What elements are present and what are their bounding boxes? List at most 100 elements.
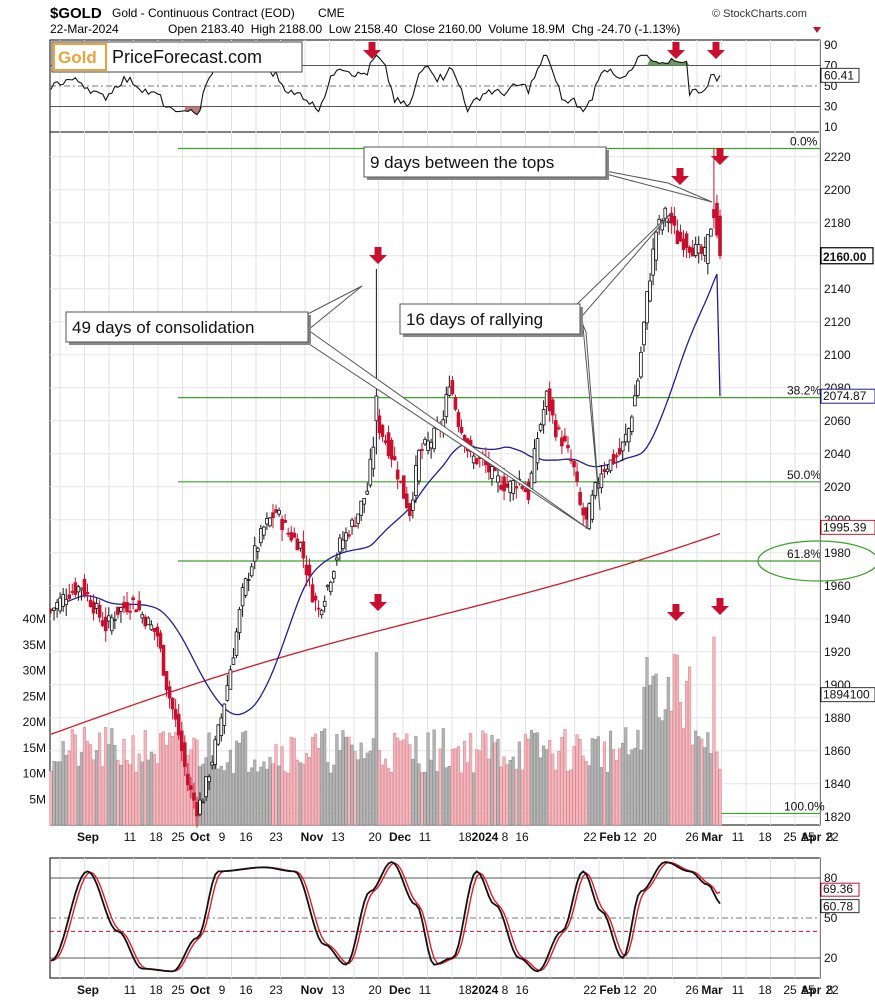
candle-body	[602, 469, 607, 473]
volume-bar	[283, 771, 287, 826]
volume-bar	[368, 750, 372, 826]
volume-tick-label: 15M	[23, 741, 46, 755]
rsi-line	[50, 54, 721, 116]
volume-bar	[350, 744, 354, 826]
candle-body	[152, 628, 157, 632]
candle-body	[289, 532, 294, 541]
top-arrow-icon	[671, 176, 689, 185]
candle-body	[222, 703, 227, 726]
volume-bar	[408, 744, 412, 826]
stochastic-tick-label: 50	[824, 911, 838, 925]
candle-body	[146, 617, 151, 626]
volume-bar	[675, 654, 679, 826]
volume-bar	[578, 739, 582, 826]
volume-bar	[469, 733, 473, 826]
candle-body	[496, 475, 500, 483]
candle-body	[684, 233, 689, 249]
stochastic-x-label: 12	[623, 983, 637, 997]
candle-body	[560, 437, 564, 447]
chart-symbol: $GOLD	[50, 5, 102, 22]
ma200-line	[50, 532, 721, 735]
volume-bar	[101, 766, 105, 826]
rsi-arrow-icon-shaft	[368, 42, 376, 50]
price-tick-label: 2180	[824, 216, 851, 230]
volume-bar	[165, 745, 169, 826]
candle-body	[161, 645, 166, 676]
price-x-label: 11	[419, 830, 432, 844]
candle-body	[681, 238, 686, 251]
volume-bar	[359, 742, 363, 826]
fib-level-label: 50.0%	[787, 468, 821, 482]
candle-body	[113, 618, 117, 621]
rsi-tick-label: 30	[824, 99, 838, 113]
stochastic-x-label: 22	[583, 983, 597, 997]
candle-body	[572, 461, 576, 468]
last-price-value: 2160.00	[823, 250, 867, 264]
volume-bar	[581, 755, 585, 826]
candle-body	[262, 526, 266, 536]
rallying-callout-text: 16 days of rallying	[406, 310, 543, 329]
candle-body	[669, 212, 674, 224]
candle-body	[584, 507, 588, 520]
volume-bar	[697, 736, 701, 826]
volume-bar	[128, 764, 132, 826]
volume-bar	[371, 738, 375, 826]
volume-bar	[329, 772, 333, 826]
stochastic-x-label: 11	[419, 983, 432, 997]
volume-bar	[414, 735, 418, 826]
volume-bar	[700, 738, 704, 826]
candle-body	[192, 792, 196, 801]
candle-body	[58, 597, 62, 612]
volume-bar	[560, 737, 564, 826]
price-tick-label: 1820	[824, 810, 851, 824]
candle-body	[286, 532, 290, 535]
tops-callout-box	[363, 146, 607, 178]
volume-bar	[642, 686, 646, 826]
candle-body	[520, 485, 525, 489]
volume-bar	[654, 673, 658, 826]
candle-body	[52, 607, 56, 611]
candle-body	[523, 488, 528, 493]
candle-body	[623, 433, 628, 443]
dec-volume-arrow-icon-shaft	[374, 594, 382, 602]
price-tick-label: 1880	[824, 711, 851, 725]
price-x-label: 18	[458, 830, 472, 844]
candle-body	[176, 713, 181, 736]
candle-body	[687, 246, 692, 253]
logo-site-text: PriceForecast.com	[112, 47, 262, 67]
candle-body	[626, 428, 631, 443]
fib-level-label: 38.2%	[787, 384, 821, 398]
stochastic-x-label: 18	[758, 983, 772, 997]
candle-body	[532, 448, 537, 484]
rallying-callout-pointer	[574, 211, 673, 511]
volume-bar	[314, 733, 318, 826]
volume-bar	[420, 772, 424, 826]
candle-body	[103, 616, 108, 632]
price-x-label: 25	[783, 830, 797, 844]
candle-body	[319, 609, 324, 616]
candle-body	[186, 773, 190, 786]
volume-bar	[569, 769, 573, 826]
candle-body	[620, 441, 625, 452]
candle-body	[265, 518, 269, 525]
candle-body	[605, 468, 610, 473]
volume-bar	[231, 773, 236, 826]
rsi-arrow-icon-shaft	[712, 42, 720, 50]
volume-bar	[472, 772, 476, 826]
candle-body	[690, 247, 695, 257]
stochastic-x-label: 11	[732, 983, 745, 997]
candle-body	[511, 480, 516, 494]
candle-body	[158, 632, 163, 649]
logo-gold-box	[53, 43, 107, 71]
stochastic-x-label: Dec	[389, 983, 411, 997]
candle-body	[693, 244, 698, 256]
volume-bar	[539, 757, 543, 826]
volume-bar	[618, 748, 622, 826]
volume-bar	[587, 765, 591, 826]
candle-body	[636, 380, 640, 396]
price-x-label: Nov	[301, 830, 324, 844]
candle-body	[426, 440, 430, 451]
volume-bar	[262, 761, 266, 826]
volume-bar	[435, 771, 439, 826]
volume-bar	[660, 720, 664, 826]
